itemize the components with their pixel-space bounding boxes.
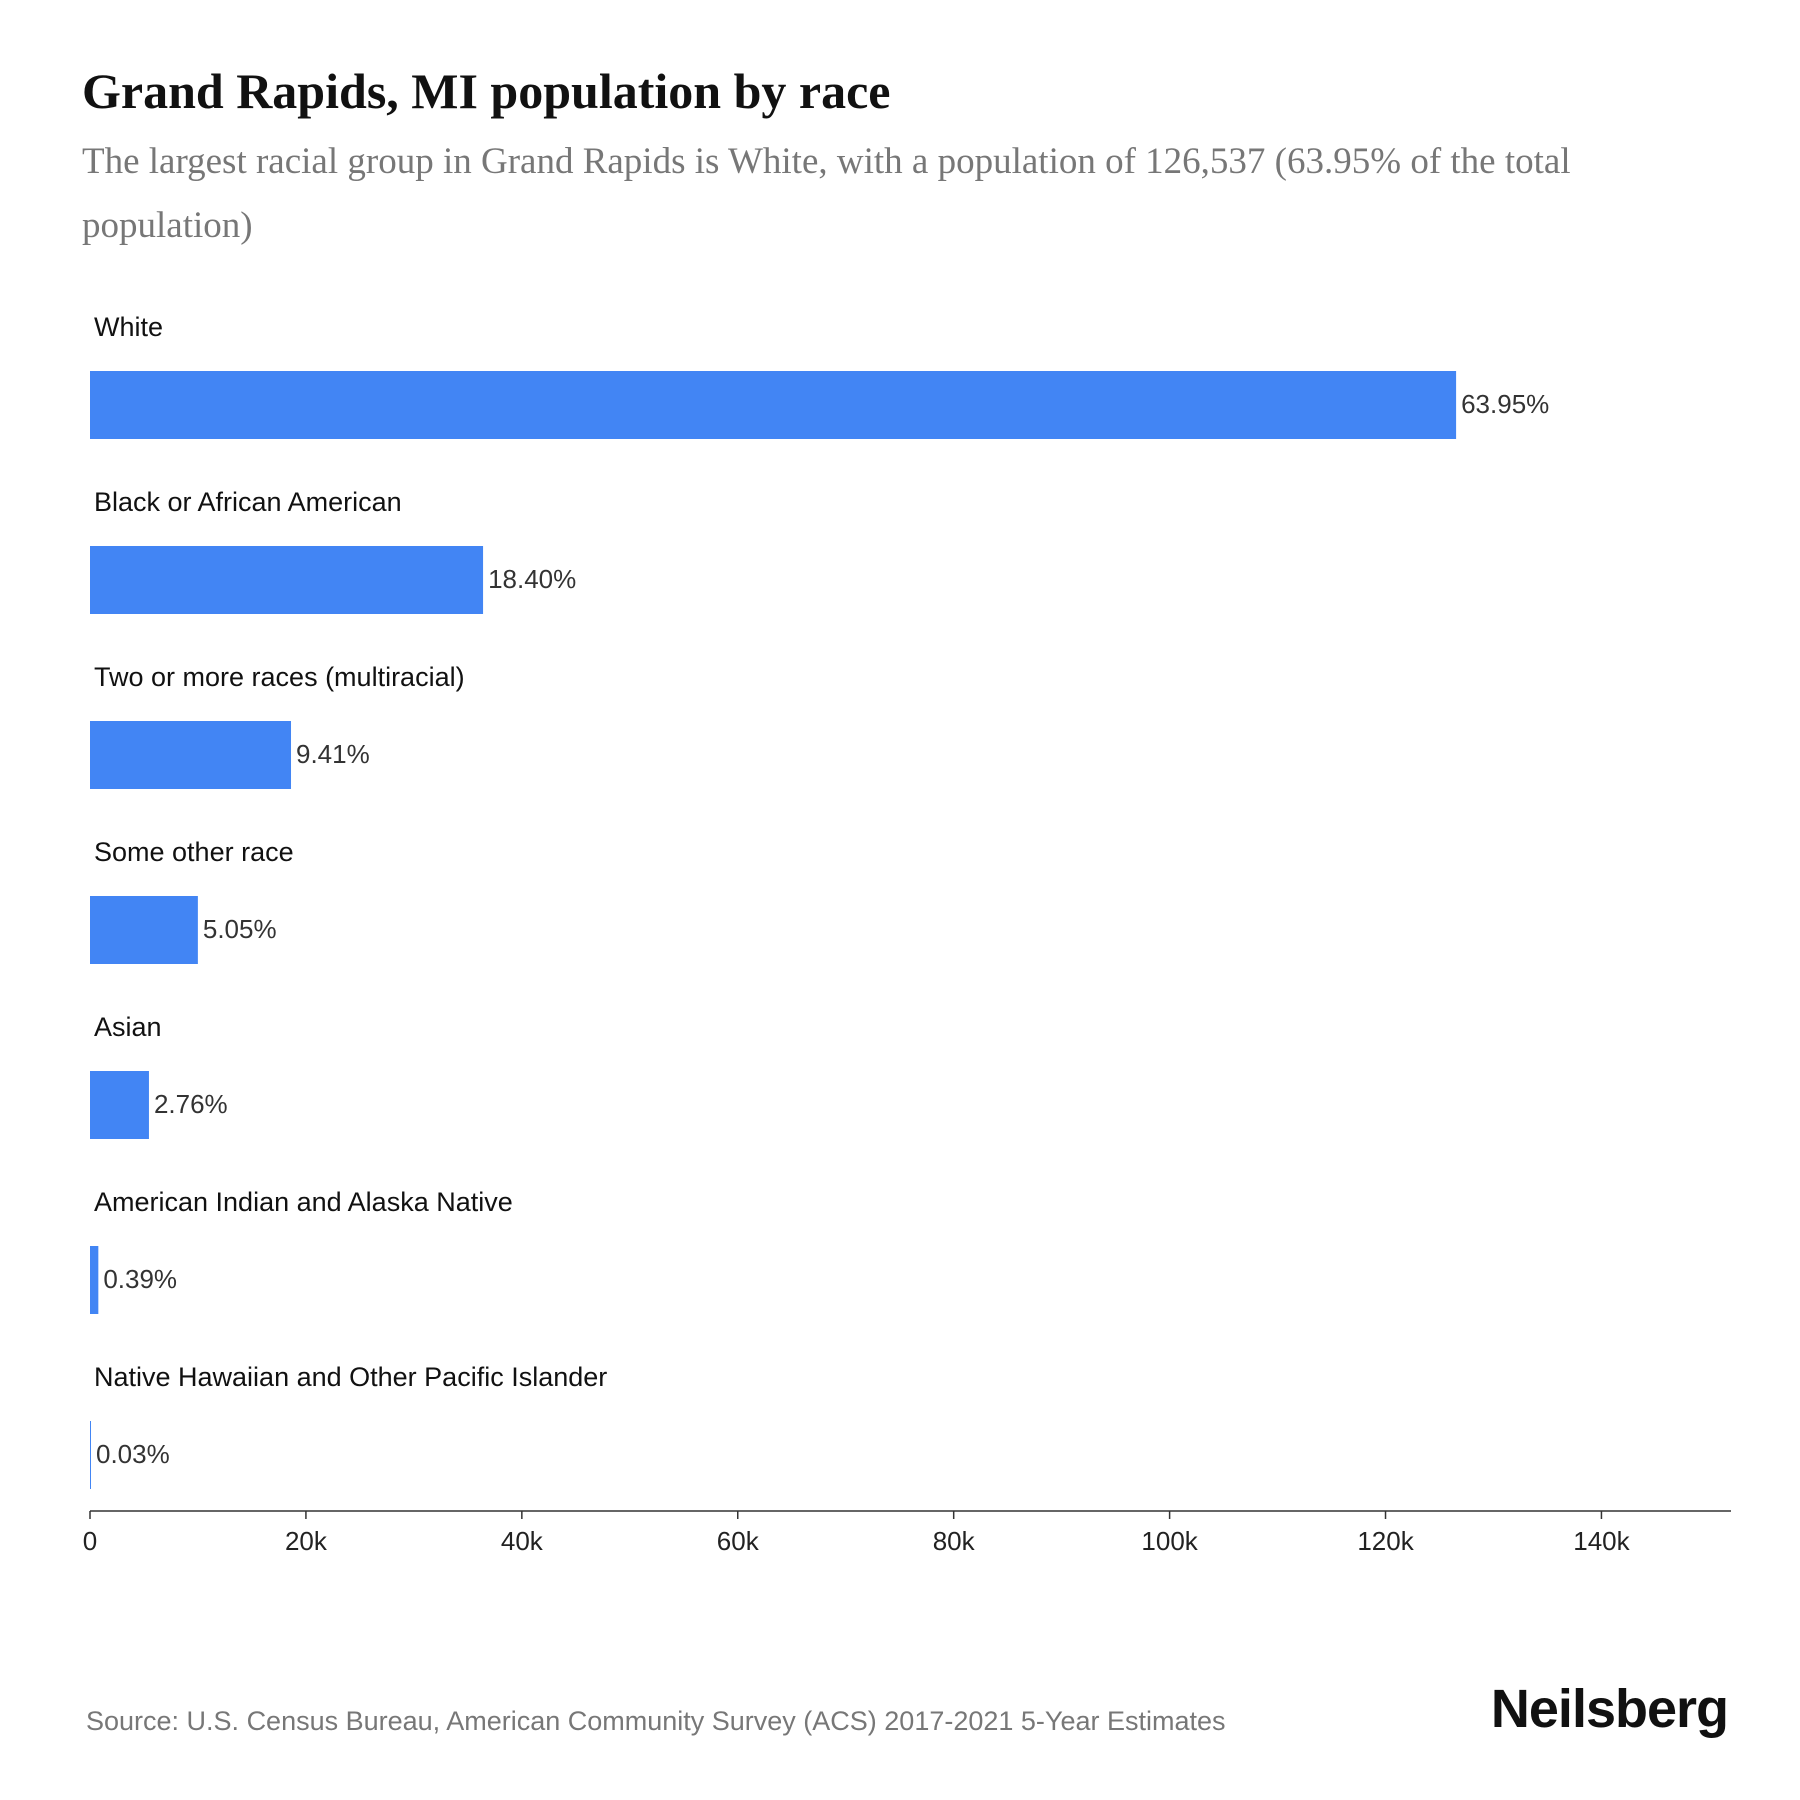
category-label: Black or African American xyxy=(94,487,402,517)
data-label: 5.05% xyxy=(203,914,277,944)
chart-subtitle: The largest racial group in Grand Rapids… xyxy=(82,141,1571,246)
bar xyxy=(90,1421,91,1489)
data-label: 9.41% xyxy=(296,739,370,769)
data-label: 2.76% xyxy=(154,1089,228,1119)
source-note: Source: U.S. Census Bureau, American Com… xyxy=(86,1706,1226,1736)
chart-title: Grand Rapids, MI population by race xyxy=(82,63,891,119)
data-label: 0.39% xyxy=(103,1264,177,1294)
brand-logo: Neilsberg xyxy=(1490,1679,1729,1739)
category-label: Two or more races (multiracial) xyxy=(94,662,465,692)
data-label: 63.95% xyxy=(1461,389,1549,419)
bar xyxy=(90,371,1457,439)
category-label: White xyxy=(94,312,163,342)
bar xyxy=(90,721,292,789)
x-tick-label: 80k xyxy=(933,1526,976,1556)
category-label: Native Hawaiian and Other Pacific Island… xyxy=(94,1362,607,1392)
x-tick-label: 40k xyxy=(501,1526,544,1556)
x-tick-label: 0 xyxy=(83,1526,97,1556)
bar xyxy=(90,546,484,614)
x-tick-label: 60k xyxy=(717,1526,760,1556)
data-label: 18.40% xyxy=(488,564,576,594)
x-tick-label: 100k xyxy=(1141,1526,1198,1556)
bar xyxy=(90,1071,149,1139)
x-tick-label: 20k xyxy=(285,1526,328,1556)
x-tick-label: 140k xyxy=(1573,1526,1630,1556)
bar xyxy=(90,1246,99,1314)
chart: 0 20k 40k 60k 80k 100k 120k 140k White 63.95% Blac… xyxy=(83,312,1731,1556)
category-label: American Indian and Alaska Native xyxy=(94,1187,513,1217)
bar xyxy=(90,896,198,964)
category-label: Asian xyxy=(94,1012,162,1042)
data-label: 0.03% xyxy=(96,1439,170,1469)
category-label: Some other race xyxy=(94,837,294,867)
x-tick-label: 120k xyxy=(1357,1526,1414,1556)
